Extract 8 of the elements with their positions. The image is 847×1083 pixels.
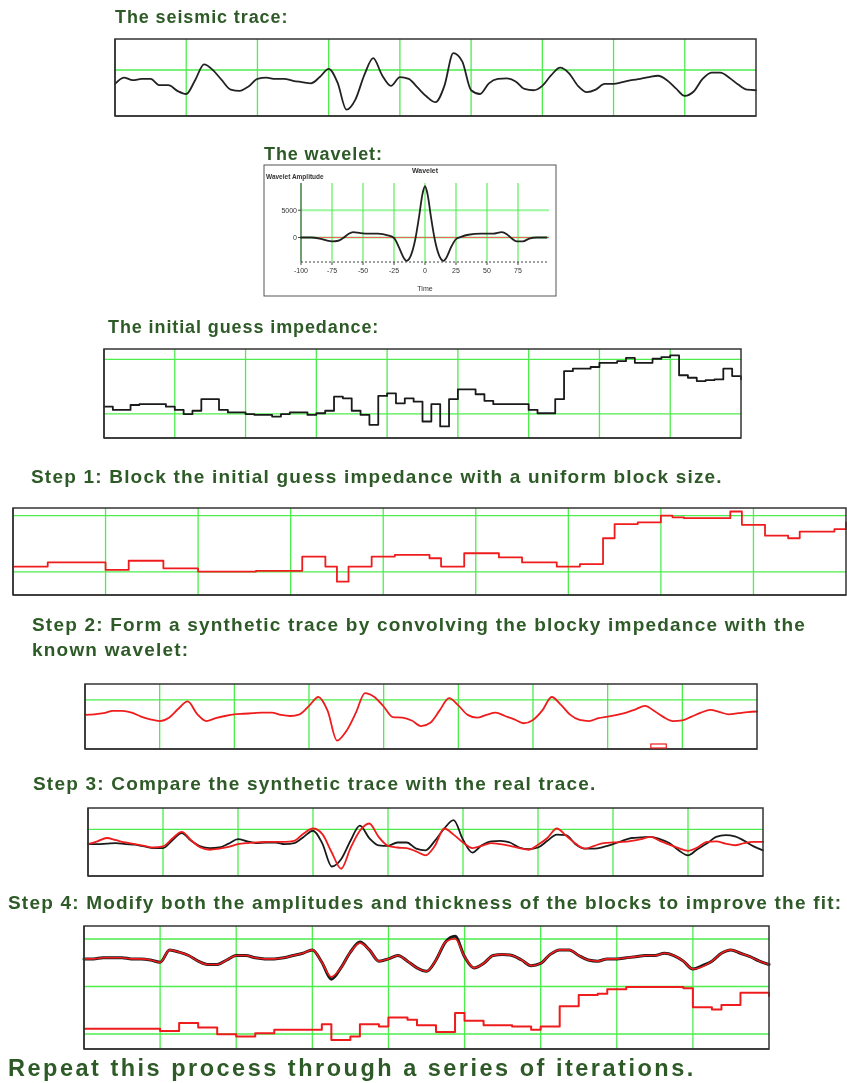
chart-title: Step 3: Compare the synthetic trace with the real trace. bbox=[33, 773, 597, 794]
chart-title: The seismic trace: bbox=[115, 7, 289, 27]
chart-title: Step 4: Modify both the amplitudes and thickness of the blocks to improve the fit: bbox=[8, 892, 843, 913]
chart-title: Step 2: Form a synthetic trace by convolving the blocky impedance with the known wavelet: bbox=[32, 614, 807, 661]
chart-title: The initial guess impedance: bbox=[108, 317, 380, 337]
chart-title: Step 1: Block the initial guess impedance with a uniform block size. bbox=[31, 466, 723, 487]
chart-title: The wavelet: bbox=[264, 144, 383, 164]
text: Repeat this process through a series of iterations. bbox=[8, 1055, 696, 1081]
